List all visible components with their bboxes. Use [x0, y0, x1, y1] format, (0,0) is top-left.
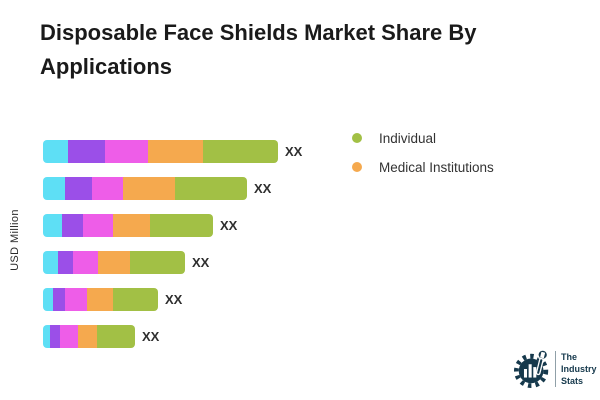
- bar-segment: [98, 251, 130, 274]
- bar-segment: [83, 214, 113, 237]
- bar-row: XX: [43, 214, 302, 237]
- bar-row: XX: [43, 140, 302, 163]
- bar-segment: [87, 288, 113, 311]
- stacked-bar: [43, 177, 247, 200]
- bar-segment: [43, 177, 65, 200]
- bar-segment: [150, 214, 213, 237]
- bar-segment: [148, 140, 203, 163]
- bar-segment: [203, 140, 278, 163]
- legend-item: Medical Institutions: [352, 157, 494, 177]
- bar-segment: [43, 140, 68, 163]
- logo-separator: [555, 351, 556, 387]
- bar-segment: [43, 288, 53, 311]
- stacked-bar: [43, 251, 185, 274]
- gear-wrench-icon: [514, 349, 549, 389]
- bar-segment: [65, 288, 87, 311]
- bar-segment: [65, 177, 92, 200]
- bar-segment: [113, 214, 150, 237]
- bar-row: XX: [43, 288, 302, 311]
- bar-value-label: XX: [254, 181, 272, 196]
- bar-segment: [92, 177, 123, 200]
- brand-logo: The Industry Stats: [514, 349, 597, 389]
- stacked-bar: [43, 140, 278, 163]
- bar-value-label: XX: [192, 255, 210, 270]
- legend-label: Individual: [379, 130, 437, 146]
- bars-container: XX XX XX XX XX XX: [43, 140, 302, 362]
- legend-item: Individual: [352, 128, 494, 148]
- logo-text: The Industry Stats: [561, 351, 597, 387]
- stacked-bar: [43, 325, 135, 348]
- bar-segment: [50, 325, 60, 348]
- bar-value-label: XX: [220, 218, 238, 233]
- bar-segment: [105, 140, 148, 163]
- bar-value-label: XX: [285, 144, 303, 159]
- bar-segment: [97, 325, 135, 348]
- logo-line-1: The: [561, 352, 578, 362]
- bar-value-label: XX: [142, 329, 160, 344]
- bar-segment: [43, 251, 58, 274]
- bar-row: XX: [43, 325, 302, 348]
- bar-segment: [130, 251, 185, 274]
- bar-segment: [58, 251, 73, 274]
- legend-dot-icon: [352, 133, 362, 143]
- stacked-bar: [43, 288, 158, 311]
- legend: Individual Medical Institutions: [352, 128, 494, 186]
- logo-line-2: Industry: [561, 364, 597, 374]
- y-axis-label: USD Million: [9, 209, 21, 271]
- bar-segment: [68, 140, 105, 163]
- chart-title: Disposable Face Shields Market Share By …: [40, 20, 477, 79]
- stacked-bar: [43, 214, 213, 237]
- bar-row: XX: [43, 251, 302, 274]
- bar-segment: [43, 325, 50, 348]
- bar-segment: [123, 177, 175, 200]
- bar-segment: [43, 214, 62, 237]
- logo-line-3: Stats: [561, 376, 584, 386]
- bar-segment: [62, 214, 83, 237]
- bar-segment: [53, 288, 65, 311]
- legend-label: Medical Institutions: [379, 159, 494, 175]
- bar-segment: [78, 325, 97, 348]
- bar-row: XX: [43, 177, 302, 200]
- bar-segment: [113, 288, 158, 311]
- bar-segment: [175, 177, 247, 200]
- bar-segment: [73, 251, 98, 274]
- bar-value-label: XX: [165, 292, 183, 307]
- legend-dot-icon: [352, 162, 362, 172]
- bar-segment: [60, 325, 78, 348]
